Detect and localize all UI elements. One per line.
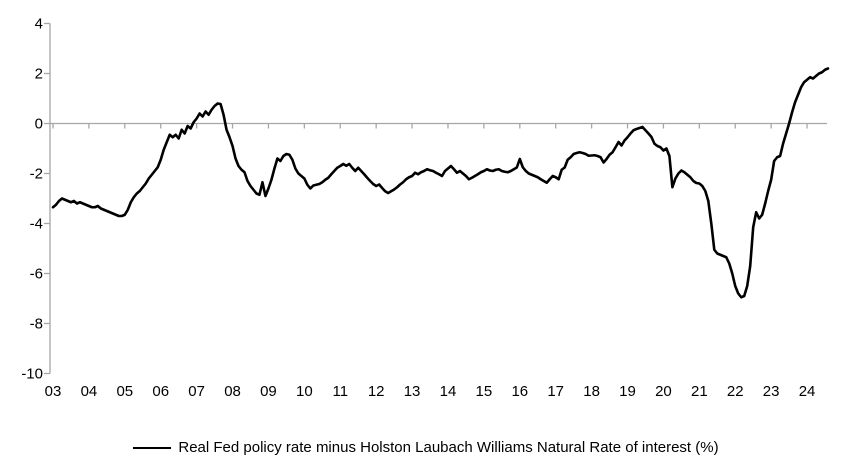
- legend-label: Real Fed policy rate minus Holston Lauba…: [178, 439, 719, 456]
- x-axis-label: 22: [727, 383, 744, 400]
- x-axis-label: 07: [188, 383, 205, 400]
- x-axis-label: 10: [296, 383, 313, 400]
- series-line: [51, 67, 830, 299]
- x-axis-label: 23: [763, 383, 780, 400]
- plot-area: 03 04 05 06 07 08 09 10 11 12 13 14 15 16 17 18 19 20 21 22…: [21, 16, 830, 400]
- x-axis-label: 21: [691, 383, 708, 400]
- x-axis-label: 03: [45, 383, 62, 400]
- x-axis-label: 08: [224, 383, 241, 400]
- y-axis-label: 2: [35, 66, 43, 83]
- y-axis-label: -6: [30, 266, 43, 283]
- y-axis-label: 4: [35, 16, 43, 33]
- x-axis-label: 11: [332, 383, 348, 400]
- y-axis-label: -8: [30, 316, 43, 333]
- x-axis-label: 06: [152, 383, 169, 400]
- x-axis-label: 24: [799, 383, 816, 400]
- y-axis-label: -2: [30, 166, 43, 183]
- x-axis-label: 05: [116, 383, 133, 400]
- x-axis-label: 14: [440, 383, 457, 400]
- x-axis-label: 04: [81, 383, 98, 400]
- legend: Real Fed policy rate minus Holston Lauba…: [0, 439, 852, 456]
- x-axis-label: 19: [619, 383, 636, 400]
- legend-line-swatch: [133, 446, 172, 449]
- y-axis-label: -4: [30, 216, 43, 233]
- x-axis-label: 09: [260, 383, 277, 400]
- x-axis-label: 17: [547, 383, 564, 400]
- x-axis-label: 18: [583, 383, 600, 400]
- x-axis-label: 20: [655, 383, 672, 400]
- y-axis-label: 0: [35, 116, 43, 133]
- y-axis-label: -10: [21, 366, 43, 383]
- x-axis-label: 13: [404, 383, 421, 400]
- x-axis-label: 16: [511, 383, 528, 400]
- x-axis-label: 12: [368, 383, 385, 400]
- x-axis-label: 15: [476, 383, 493, 400]
